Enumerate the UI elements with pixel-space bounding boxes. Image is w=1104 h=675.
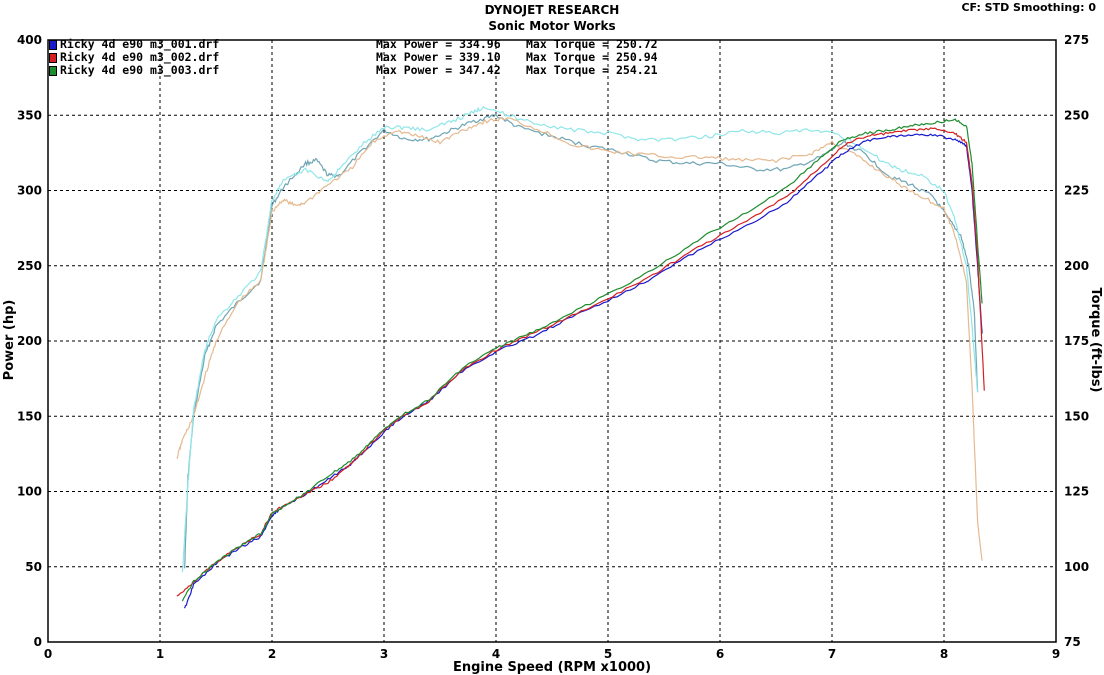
plot-border	[47, 39, 1057, 643]
power-line	[181, 118, 983, 602]
right-y-tick-label: 100	[1064, 560, 1089, 574]
right-y-tick-label: 275	[1064, 33, 1089, 47]
run-file-label: Ricky 4d e90 m3_001.drf	[60, 37, 220, 51]
x-tick-labels: 0 1 2 3 4 5 6 7 8 9	[44, 647, 1060, 661]
legend-entry: Ricky 4d e90 m3_001.drf Max Power = 334.…	[49, 38, 658, 51]
torque-curves	[176, 105, 983, 573]
left-y-tick-label: 50	[25, 560, 42, 574]
right-y-tick-label: 175	[1064, 334, 1089, 348]
right-y-tick-label: 250	[1064, 108, 1089, 122]
x-tick-label: 7	[828, 647, 836, 661]
right-y-axis-label: Torque (ft-lbs)	[1088, 287, 1103, 392]
torque-line	[181, 105, 979, 573]
left-y-tick-label: 350	[17, 108, 42, 122]
x-tick-label: 3	[380, 647, 388, 661]
legend-entry: Ricky 4d e90 m3_002.drf Max Power = 339.…	[49, 51, 658, 64]
legend-entry: Ricky 4d e90 m3_003.drf Max Power = 347.…	[49, 64, 658, 77]
run-file-label: Ricky 4d e90 m3_003.drf	[60, 63, 220, 77]
chart-title: DYNOJET RESEARCH	[484, 3, 620, 17]
left-y-tick-label: 250	[17, 259, 42, 273]
x-tick-label: 0	[44, 647, 52, 661]
x-tick-label: 5	[604, 647, 612, 661]
x-axis-label: Engine Speed (RPM x1000)	[453, 660, 651, 675]
left-y-tick-label: 400	[17, 33, 42, 47]
left-y-tick-labels: 0 50 100 150 200 250 300 350 400	[17, 33, 42, 649]
max-power-label: Max Power = 347.42	[376, 63, 501, 77]
x-tick-label: 9	[1052, 647, 1060, 661]
x-tick-label: 2	[268, 647, 276, 661]
legend-swatch	[49, 65, 57, 76]
left-y-tick-label: 0	[34, 635, 42, 649]
right-y-tick-label: 125	[1064, 485, 1089, 499]
x-tick-label: 4	[492, 647, 500, 661]
chart-subtitle: Sonic Motor Works	[488, 19, 616, 33]
right-y-tick-label: 225	[1064, 184, 1089, 198]
left-y-axis-label: Power (hp)	[2, 300, 17, 381]
power-curves	[176, 118, 985, 609]
right-y-tick-labels: 75 100 125 150 175 200 225 250 275	[1064, 33, 1089, 649]
x-tick-label: 8	[940, 647, 948, 661]
right-y-tick-label: 200	[1064, 259, 1089, 273]
max-torque-label: Max Torque = 254.21	[526, 63, 658, 77]
right-y-tick-label: 150	[1064, 409, 1089, 423]
legend-swatch	[49, 52, 57, 63]
legend-swatch	[49, 39, 57, 50]
legend: Ricky 4d e90 m3_001.drf Max Power = 334.…	[49, 38, 658, 77]
left-y-tick-label: 300	[17, 184, 42, 198]
x-tick-label: 1	[156, 647, 164, 661]
left-y-tick-label: 150	[17, 409, 42, 423]
max-power-label: Max Power = 339.10	[376, 50, 501, 64]
plot-frame	[47, 39, 1057, 643]
max-torque-label: Max Torque = 250.72	[526, 37, 658, 51]
right-y-tick-label: 75	[1064, 635, 1081, 649]
x-tick-label: 6	[716, 647, 724, 661]
max-torque-label: Max Torque = 250.94	[526, 50, 658, 64]
torque-line	[176, 116, 983, 561]
max-power-label: Max Power = 334.96	[376, 37, 501, 51]
left-y-tick-label: 100	[17, 485, 42, 499]
run-file-label: Ricky 4d e90 m3_002.drf	[60, 50, 220, 64]
left-y-tick-label: 200	[17, 334, 42, 348]
correction-factor-info: CF: STD Smoothing: 0	[961, 1, 1096, 14]
